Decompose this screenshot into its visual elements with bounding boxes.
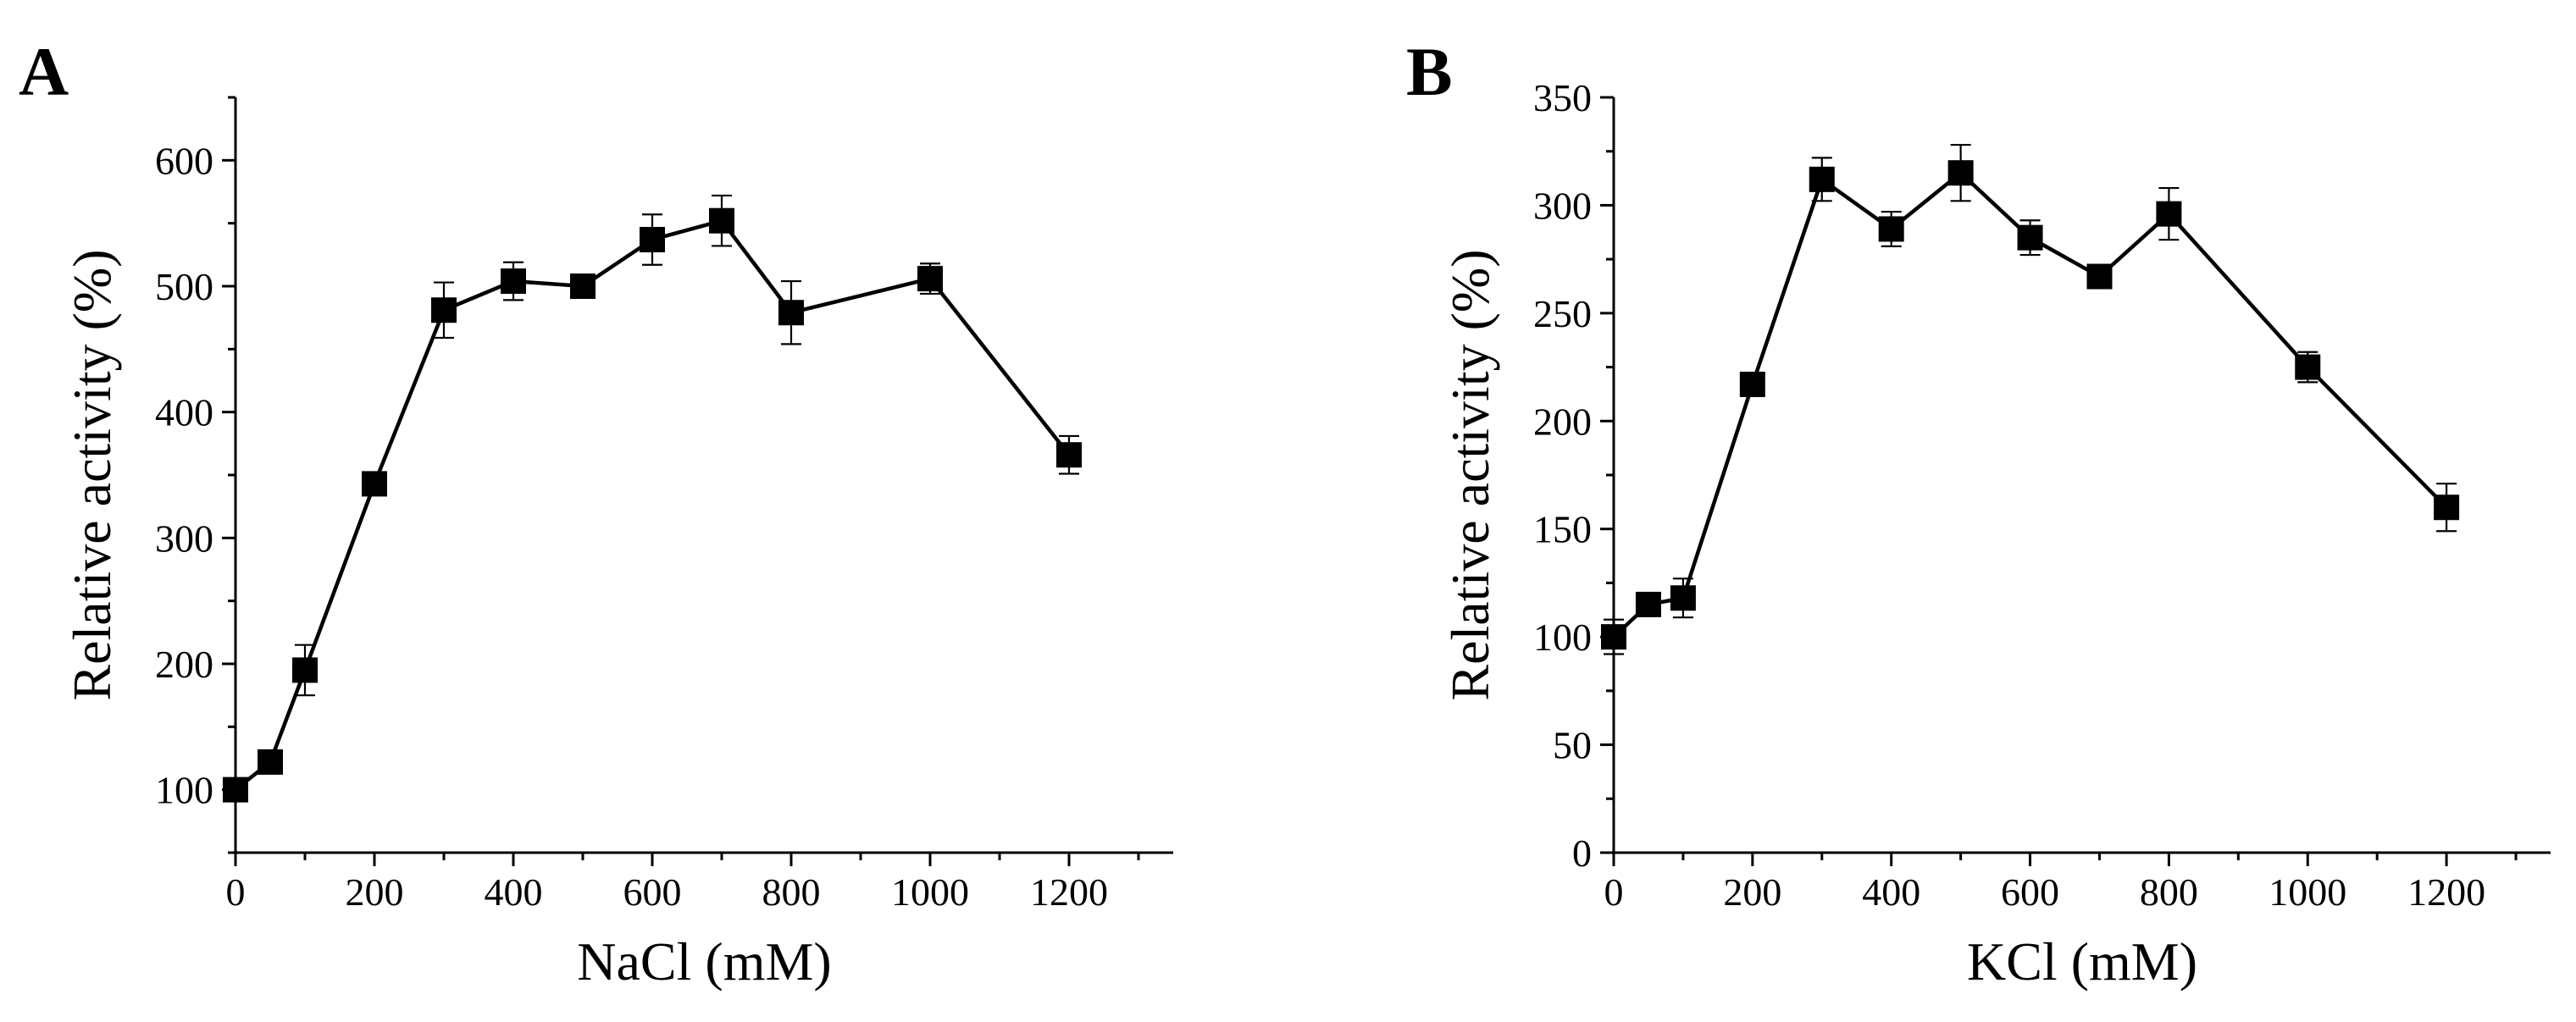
panel-b: B 0 50 100 150 200 250 300 350 0 200 400 600 800 1000… xyxy=(1406,33,2551,992)
data-point xyxy=(2156,201,2182,227)
panel-label-a: A xyxy=(19,33,69,110)
y-tick-label: 350 xyxy=(1533,76,1592,119)
data-point xyxy=(1809,166,1835,192)
data-point xyxy=(501,268,526,295)
y-axis-title: Relative activity (%) xyxy=(1440,249,1500,700)
data-point xyxy=(1878,216,1904,242)
x-tick-label: 200 xyxy=(1723,870,1781,914)
x-tick-label: 800 xyxy=(762,870,821,914)
x-tick-label: 1200 xyxy=(2407,870,2485,914)
y-tick-label: 50 xyxy=(1553,724,1592,767)
x-tick-label: 400 xyxy=(1862,870,1920,914)
data-point xyxy=(1601,624,1626,650)
data-point xyxy=(1670,585,1696,611)
y-tick-label: 300 xyxy=(155,517,213,560)
y-tick-label: 200 xyxy=(155,643,213,686)
plot-area-b: 0 50 100 150 200 250 300 350 0 200 400 600 800 1000 12… xyxy=(1440,76,2551,992)
plot-area-a: 100 200 300 400 500 600 0 200 400 600 800 1000 1200 N… xyxy=(62,96,1173,992)
y-tick-label: 600 xyxy=(155,139,213,182)
data-point xyxy=(2086,263,2113,290)
x-tick-label: 1000 xyxy=(891,870,969,914)
panel-label-b: B xyxy=(1406,33,1453,110)
x-tick-label: 1000 xyxy=(2269,870,2346,914)
data-point xyxy=(2434,494,2460,521)
data-point xyxy=(362,471,387,497)
y-tick-label: 400 xyxy=(155,391,213,434)
x-tick-label: 0 xyxy=(1604,870,1624,914)
y-tick-label: 0 xyxy=(1572,831,1592,875)
x-axis-title: NaCl (mM) xyxy=(577,931,831,992)
x-axis-title: KCl (mM) xyxy=(1967,931,2197,992)
data-point xyxy=(1739,371,1765,397)
data-point xyxy=(709,207,734,234)
data-point xyxy=(917,266,943,292)
y-tick-label: 100 xyxy=(155,769,213,812)
data-point xyxy=(1947,160,1974,186)
y-tick-label: 500 xyxy=(155,265,213,308)
data-point xyxy=(640,226,665,252)
y-axis-title: Relative activity (%) xyxy=(62,249,122,700)
y-tick-label: 150 xyxy=(1533,508,1592,551)
data-point xyxy=(1635,591,1661,617)
data-point xyxy=(2017,224,2043,251)
x-tick-label: 800 xyxy=(2140,870,2198,914)
data-point xyxy=(2295,354,2321,380)
y-tick-label: 200 xyxy=(1533,400,1592,443)
panel-a: A 100 200 300 400 500 600 0 200 400 600 800 1000 120… xyxy=(19,33,1173,992)
y-tick-label: 250 xyxy=(1533,292,1592,335)
x-tick-label: 1200 xyxy=(1030,870,1108,914)
x-tick-label: 400 xyxy=(485,870,543,914)
data-point xyxy=(431,297,457,323)
data-point xyxy=(570,273,596,299)
y-tick-label: 300 xyxy=(1533,184,1592,227)
data-point xyxy=(778,300,804,326)
y-tick-label: 100 xyxy=(1533,616,1592,659)
data-point xyxy=(292,657,318,683)
data-point xyxy=(1056,442,1082,468)
data-point xyxy=(258,749,283,775)
x-tick-label: 600 xyxy=(2001,870,2059,914)
x-tick-label: 600 xyxy=(623,870,682,914)
series-line xyxy=(234,218,1071,792)
x-tick-label: 200 xyxy=(346,870,404,914)
data-point xyxy=(223,776,248,803)
x-tick-label: 0 xyxy=(226,870,246,914)
